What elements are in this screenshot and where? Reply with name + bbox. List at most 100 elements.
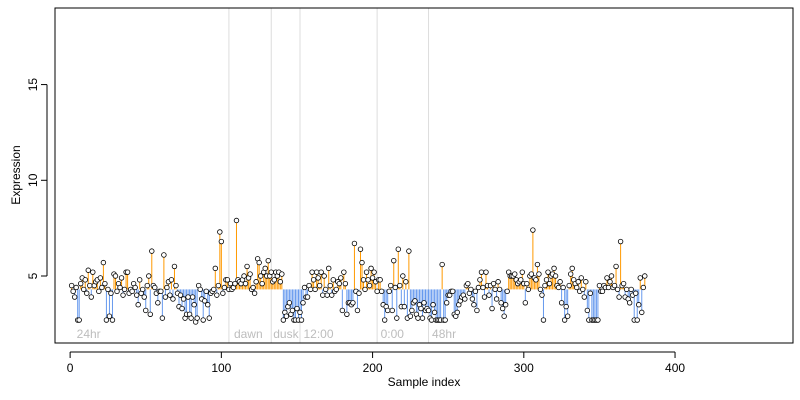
data-point-116	[244, 263, 250, 270]
data-point-144	[286, 300, 293, 306]
data-point-309	[536, 271, 542, 277]
data-point-238	[428, 317, 435, 323]
phase-label-4: 0:00	[381, 327, 405, 341]
data-point-319	[551, 265, 557, 272]
data-point-339	[581, 294, 588, 300]
data-point-307	[533, 277, 539, 283]
data-point-30	[114, 288, 120, 295]
data-point-348	[595, 317, 601, 323]
data-point-320	[552, 273, 559, 279]
data-point-328	[564, 313, 571, 319]
data-point-170	[326, 265, 332, 272]
data-point-1	[70, 288, 76, 295]
data-point-149	[294, 305, 300, 312]
data-point-50	[144, 282, 150, 289]
plot-frame	[54, 7, 794, 344]
x-axis-label: Sample index	[388, 375, 461, 389]
data-point-192	[359, 259, 365, 266]
data-point-195	[363, 269, 370, 275]
phase-label-5: 48hr	[432, 327, 456, 341]
data-point-313	[542, 282, 548, 289]
data-point-282	[495, 279, 501, 285]
data-point-74	[180, 296, 187, 302]
data-point-168	[323, 286, 329, 293]
data-point-357	[608, 273, 615, 279]
data-point-100	[220, 290, 226, 296]
data-point-286	[501, 313, 507, 319]
data-point-153	[300, 300, 306, 306]
data-point-324	[558, 300, 565, 306]
data-point-29	[112, 273, 119, 279]
data-point-89	[203, 288, 209, 295]
x-axis: 0 100 200 300 400	[67, 351, 685, 375]
data-point-272	[480, 284, 486, 291]
data-point-132	[268, 269, 274, 275]
data-point-204	[377, 277, 383, 283]
data-point-221	[403, 279, 409, 285]
data-point-12	[87, 282, 93, 289]
data-point-224	[407, 313, 414, 319]
data-point-283	[496, 286, 503, 293]
data-point-47	[140, 286, 146, 293]
data-point-179	[339, 307, 346, 314]
data-point-216	[395, 246, 401, 252]
data-point-0	[68, 282, 75, 289]
data-point-72	[177, 292, 184, 298]
data-point-90	[205, 302, 211, 308]
data-point-124	[256, 259, 262, 266]
data-point-44	[135, 302, 141, 308]
data-point-285	[499, 305, 506, 312]
data-point-68	[171, 263, 178, 270]
data-point-190	[356, 290, 362, 296]
data-point-288	[504, 288, 510, 295]
data-point-81	[191, 302, 197, 308]
data-point-3	[73, 284, 79, 291]
data-point-160	[310, 277, 317, 283]
data-point-334	[574, 284, 580, 291]
data-point-34	[120, 292, 126, 298]
data-point-175	[333, 286, 339, 293]
data-point-158	[307, 286, 314, 293]
data-point-239	[430, 302, 436, 308]
data-point-205	[378, 288, 385, 295]
data-point-62	[162, 294, 169, 300]
data-point-189	[354, 307, 361, 314]
phase-label-2: dusk	[273, 327, 299, 341]
data-point-356	[607, 279, 613, 285]
phase-label-1: dawn	[234, 327, 263, 341]
data-point-349	[596, 282, 603, 289]
data-point-45	[136, 277, 143, 283]
data-point-214	[392, 284, 398, 291]
x-tick-label-0: 0	[67, 361, 74, 375]
data-point-245	[439, 261, 445, 268]
data-point-264	[468, 286, 474, 293]
data-point-2	[71, 294, 78, 300]
data-point-161	[312, 286, 318, 293]
data-point-173	[330, 277, 336, 283]
x-tick-label-3: 300	[514, 361, 534, 375]
data-point-8	[81, 286, 87, 293]
data-point-63	[164, 284, 170, 291]
data-point-191	[357, 246, 364, 252]
data-point-338	[580, 286, 586, 293]
data-point-269	[475, 284, 482, 291]
data-point-268	[474, 307, 480, 314]
data-point-69	[173, 282, 179, 289]
data-point-225	[409, 307, 415, 314]
data-point-310	[537, 286, 544, 293]
data-point-378	[640, 284, 646, 291]
data-point-165	[318, 269, 324, 275]
data-point-273	[481, 294, 488, 300]
data-point-26	[108, 290, 114, 296]
data-point-33	[118, 275, 125, 281]
data-point-278	[489, 305, 495, 312]
data-point-21	[100, 259, 107, 266]
data-point-142	[283, 313, 290, 319]
data-point-293	[512, 271, 518, 277]
data-point-367	[623, 286, 630, 293]
data-point-330	[567, 271, 574, 277]
data-point-43	[133, 292, 140, 298]
data-point-240	[431, 309, 438, 316]
